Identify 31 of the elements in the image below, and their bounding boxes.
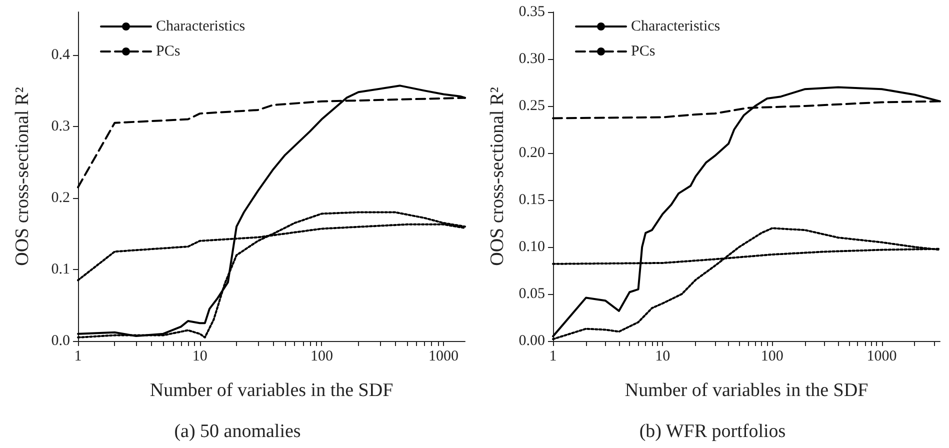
legend-label: PCs xyxy=(156,44,180,60)
y-tick-label: 0.00 xyxy=(518,333,544,349)
legend-label: Characteristics xyxy=(156,18,246,34)
y-tick-label: 0.30 xyxy=(518,51,544,67)
y-axis-title: OOS cross-sectional R² xyxy=(12,86,33,266)
text: (b) WFR portfolios xyxy=(638,421,786,442)
y-tick-label: 0.05 xyxy=(518,286,544,302)
y-tick-label: 0.15 xyxy=(518,192,544,208)
y-tick-label: 0.10 xyxy=(518,239,544,255)
x-tick-label: 10 xyxy=(654,348,670,364)
y-axis-title: OOS cross-sectional R² xyxy=(486,86,508,266)
x-tick-label: 100 xyxy=(760,348,783,364)
legend-label: Characteristics xyxy=(630,18,720,34)
legend-label: PCs xyxy=(630,44,655,60)
y-tick-label: 0.20 xyxy=(518,145,544,161)
x-tick-label: 1000 xyxy=(866,348,896,364)
y-tick-label: 0.2 xyxy=(51,190,70,206)
x-axis-title: Number of variables in the SDF xyxy=(150,380,394,401)
y-tick-label: 0.35 xyxy=(518,4,544,20)
x-tick-label: 1 xyxy=(548,348,556,364)
x-axis-title: Number of variables in the SDF xyxy=(624,380,868,401)
y-tick-label: 0.25 xyxy=(518,98,544,114)
x-tick-label: 100 xyxy=(310,348,333,364)
x-tick-label: 1000 xyxy=(428,348,459,364)
y-tick-label: 0.0 xyxy=(51,333,70,349)
y-tick-label: 0.1 xyxy=(51,261,70,278)
x-tick-label: 10 xyxy=(192,348,208,364)
text: (a) 50 anomalies xyxy=(174,421,301,442)
y-tick-label: 0.4 xyxy=(51,46,70,63)
y-tick-label: 0.3 xyxy=(51,118,70,134)
x-tick-label: 1 xyxy=(74,348,82,364)
